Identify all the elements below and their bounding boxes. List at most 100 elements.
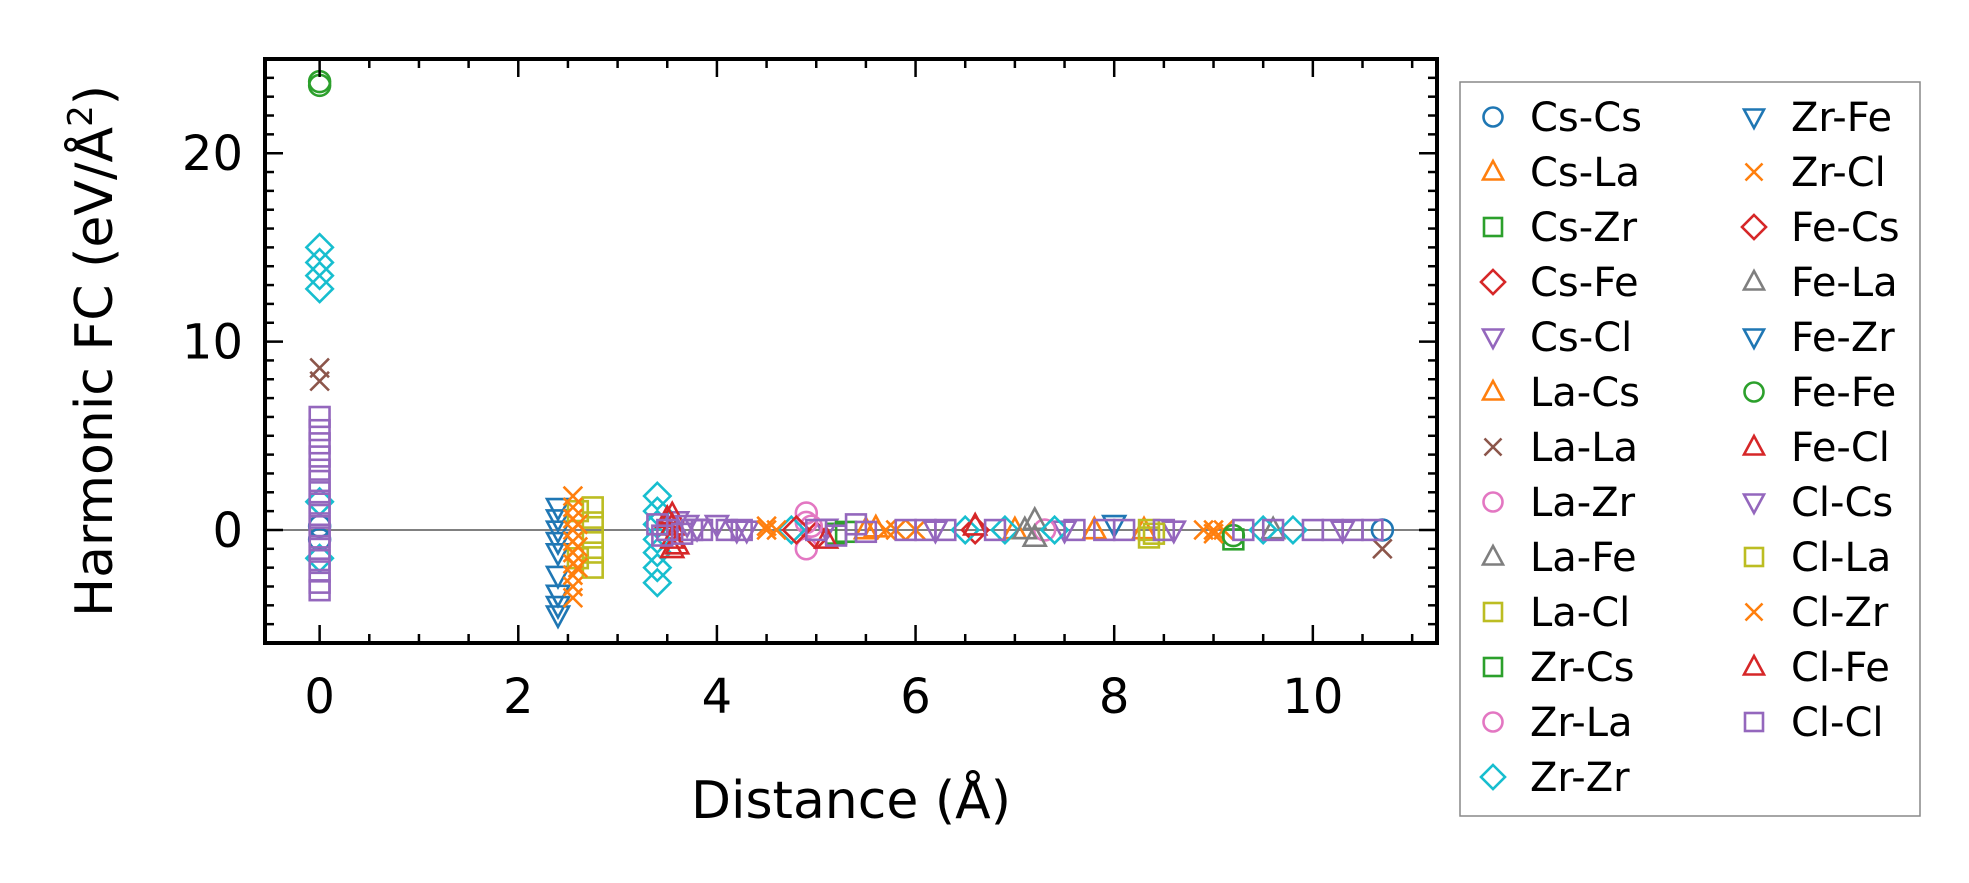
legend-label: La-Zr [1530, 480, 1636, 526]
data-point-cl-cl [983, 518, 1007, 542]
legend-marker-zr-la [1482, 711, 1504, 733]
data-point-cl-fe [812, 524, 840, 549]
legend-marker-cs-zr [1482, 216, 1504, 238]
data-point-la-fe [1259, 515, 1287, 540]
data-point-zr-cl [1203, 519, 1224, 541]
legend-entry-zr-cs: Zr-Cs [1482, 645, 1635, 691]
legend-label: Fe-Cl [1791, 425, 1890, 471]
legend-label: Cs-Zr [1530, 205, 1638, 251]
data-point-la-la [309, 370, 330, 392]
data-point-la-la [1372, 538, 1393, 560]
data-point-fe-zr [544, 543, 572, 568]
data-point-cl-cl [715, 518, 739, 542]
data-point-cl-cl [854, 520, 878, 544]
legend-marker-cl-cs [1741, 493, 1767, 516]
legend-entry-fe-cs: Fe-Cs [1740, 205, 1900, 251]
data-point-cl-cl [308, 481, 331, 504]
data-point-cl-cl [308, 526, 331, 549]
data-point-cl-cl [1232, 518, 1255, 542]
legend-entry-fe-zr: Fe-Zr [1741, 315, 1895, 361]
legend-box [1459, 81, 1921, 817]
legend-entry-cs-fe: Cs-Fe [1479, 260, 1639, 306]
data-point-cl-cl [308, 514, 331, 538]
legend-label: Cl-Fe [1791, 645, 1890, 691]
data-point-zr-zr [304, 260, 335, 291]
legend-entry-la-fe: La-Fe [1480, 535, 1637, 581]
data-point-cl-cl [1063, 518, 1086, 542]
data-point-zr-zr [304, 232, 335, 263]
x-tick-label: 8 [1099, 669, 1130, 725]
legend-marker-cs-fe [1479, 268, 1507, 296]
legend-label: Cs-Cs [1530, 95, 1642, 141]
legend-label: Zr-Zr [1530, 755, 1630, 801]
legend-label: La-Cl [1530, 590, 1630, 636]
data-point-cl-cl [1112, 518, 1136, 542]
legend-marker-la-la [1483, 437, 1503, 457]
x-tick-label: 0 [304, 669, 335, 725]
data-point-cl-cl [824, 524, 848, 547]
legend-label: Fe-La [1791, 260, 1898, 306]
data-point-cl-cl [690, 518, 714, 542]
legend-marker-cl-cl [1743, 711, 1765, 733]
legend-entry-la-la: La-La [1483, 425, 1638, 471]
legend-marker-zr-cs [1482, 656, 1504, 678]
legend-label: Cl-Cs [1791, 480, 1893, 526]
legend-label: Cs-La [1530, 150, 1640, 196]
data-point-zr-zr [304, 273, 335, 304]
legend-label: Zr-Cl [1791, 150, 1886, 196]
data-point-zr-zr [642, 567, 673, 598]
data-point-cl-cl [1152, 518, 1176, 542]
data-point-cl-cl [308, 458, 331, 481]
legend-label: Zr-Cs [1530, 645, 1635, 691]
data-point-cl-cl [308, 571, 331, 594]
legend-entry-cl-la: Cl-La [1743, 535, 1891, 581]
legend-entry-la-cs: La-Cs [1480, 370, 1640, 416]
data-point-cl-zr [875, 519, 897, 541]
data-point-cl-cl [308, 405, 331, 429]
data-point-cl-cl [308, 548, 331, 572]
y-axis-label-close: ) [65, 85, 125, 105]
data-point-cl-cl [308, 537, 331, 561]
legend-entry-fe-fe: Fe-Fe [1743, 370, 1896, 416]
legend-label: Cl-La [1791, 535, 1891, 581]
ticks-layer [265, 57, 1437, 643]
data-point-fe-cl [659, 533, 686, 559]
legend-marker-fe-cl [1741, 433, 1767, 456]
legend-label: Zr-La [1530, 700, 1633, 746]
data-point-cl-cl [934, 518, 957, 542]
legend-entry-cl-cl: Cl-Cl [1743, 700, 1884, 746]
data-point-zr-cl [756, 515, 777, 537]
legend-entry-cs-cl: Cs-Cl [1480, 315, 1632, 361]
data-point-cl-zr [1203, 523, 1224, 545]
x-tick-label: 4 [702, 669, 733, 725]
legend: Cs-Cs Cs-La Cs-Zr Cs-Fe Cs-Cl La-Cs La-La La-Zr… [1479, 95, 1900, 801]
data-point-cl-cl [308, 492, 331, 515]
data-point-zr-zr [642, 552, 673, 583]
legend-label: Fe-Fe [1791, 370, 1896, 416]
legend-label: Fe-Cs [1791, 205, 1900, 251]
data-point-zr-zr [642, 481, 673, 512]
data-point-la-fe [1021, 522, 1048, 548]
data-point-cl-zr [567, 557, 589, 578]
legend-entry-cl-zr: Cl-Zr [1744, 590, 1889, 636]
x-tick-label: 6 [900, 669, 931, 725]
data-point-cl-zr [562, 587, 584, 609]
legend-marker-fe-fe [1743, 381, 1765, 403]
data-point-cl-cl [308, 432, 331, 455]
data-point-cl-zr [567, 514, 589, 535]
y-axis-label-base: Harmonic FC (eV/Å [63, 126, 125, 617]
data-point-la-cl [581, 526, 604, 549]
data-point-fe-cl [961, 511, 989, 536]
legend-entry-cl-cs: Cl-Cs [1741, 480, 1893, 526]
x-tick-label: 10 [1282, 669, 1343, 725]
y-tick-label: 10 [182, 315, 243, 371]
legend-label: La-Fe [1530, 535, 1637, 581]
legend-entry-zr-cl: Zr-Cl [1744, 150, 1886, 196]
legend-marker-cs-cl [1480, 328, 1506, 351]
legend-entry-zr-fe: Zr-Fe [1741, 95, 1892, 141]
legend-marker-la-cs [1480, 378, 1506, 401]
legend-entry-zr-zr: Zr-Zr [1479, 755, 1630, 801]
data-point-cl-zr [567, 536, 589, 558]
data-point-cl-cl [308, 469, 331, 493]
